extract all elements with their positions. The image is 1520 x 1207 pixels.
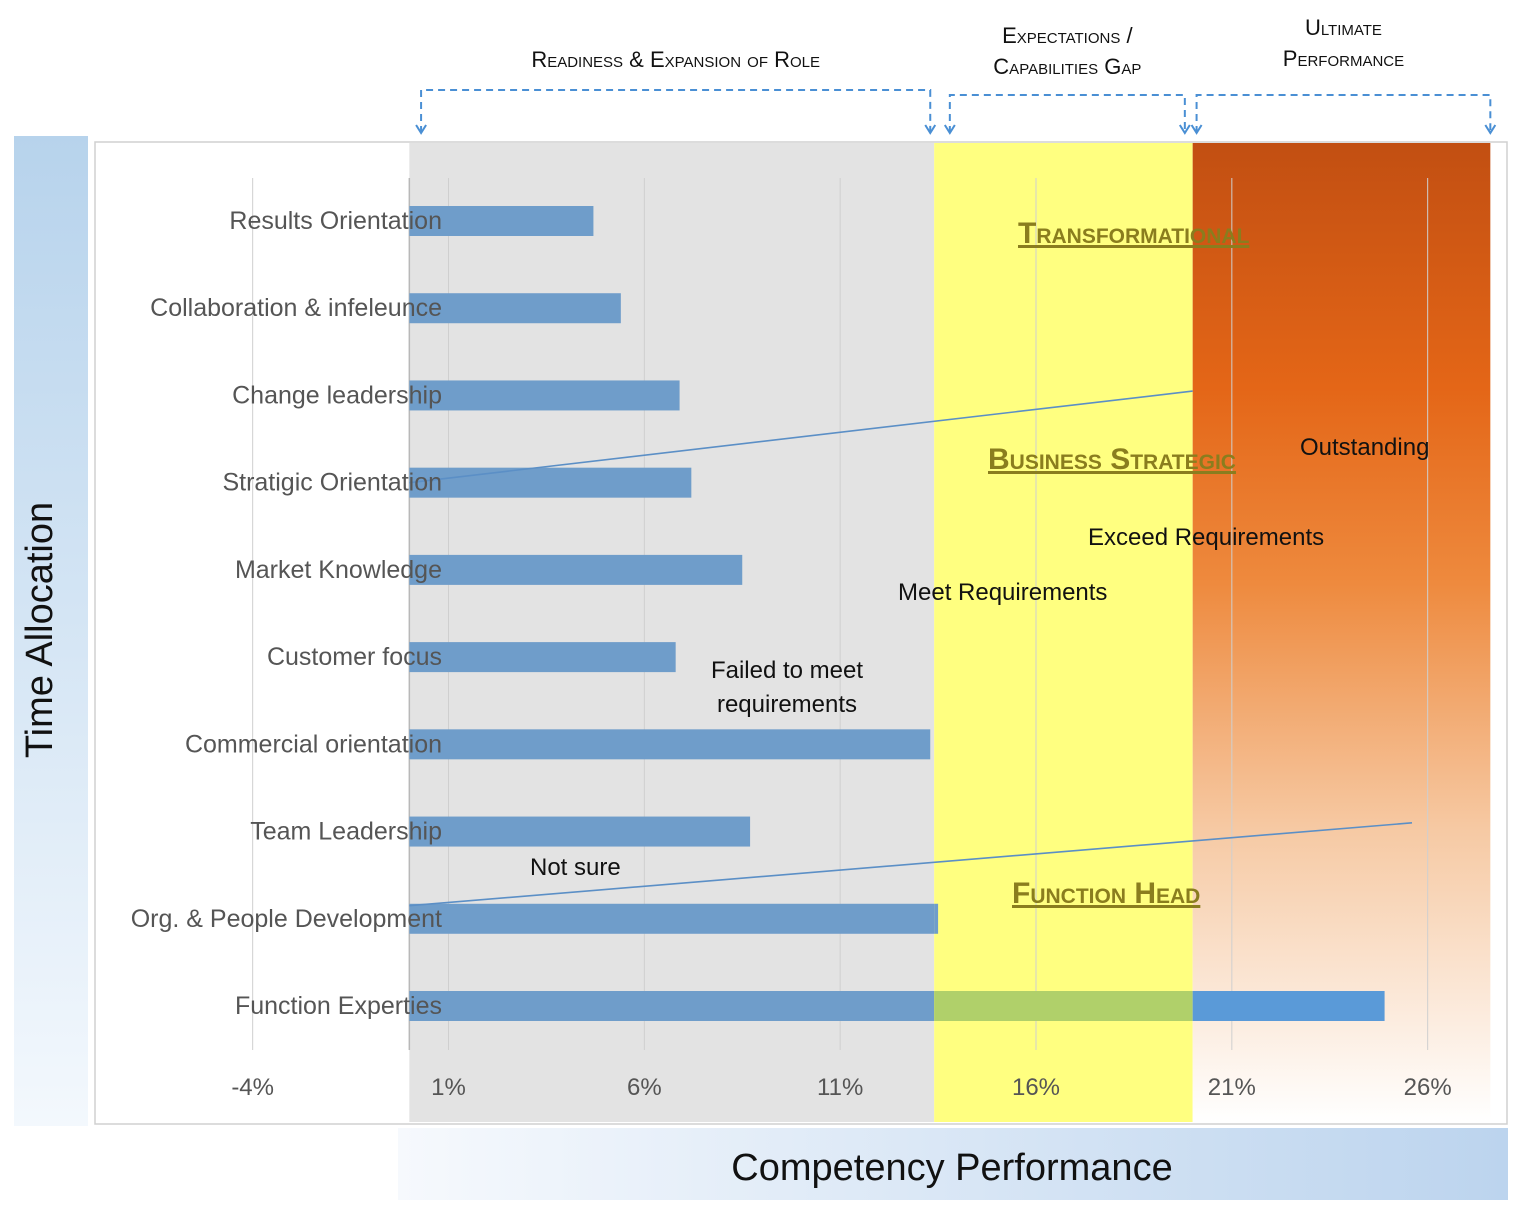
- category-label: Team Leadership: [250, 818, 442, 846]
- bracket: [948, 94, 1186, 133]
- x-tick-label: 1%: [431, 1074, 466, 1101]
- trend-line: [409, 390, 1193, 484]
- bar: [409, 642, 676, 673]
- category-label: Stratigic Orientation: [222, 469, 442, 497]
- bar-segment-ultimate: [1192, 991, 1385, 1021]
- category-label: Commercial orientation: [185, 730, 442, 758]
- x-tick-label: -4%: [231, 1074, 274, 1101]
- x-tick-labels: -4% 1% 6% 11% 16% 21% 26%: [231, 1074, 1451, 1101]
- trend-lines: [409, 390, 1413, 907]
- category-labels: Results Orientation Collaboration & infel…: [131, 207, 442, 1020]
- bracket-arrow: [1190, 124, 1203, 135]
- x-axis-band: [398, 1128, 1508, 1200]
- bracket-arrow: [1484, 124, 1497, 135]
- not-sure-label: Not sure: [530, 854, 621, 881]
- bars: [409, 206, 1385, 1021]
- bar: [409, 554, 743, 585]
- meet-requirements-label: Meet Requirements: [898, 579, 1107, 606]
- category-label: Org. & People Development: [131, 905, 442, 933]
- y-axis-band: [14, 136, 88, 1126]
- zone-gap: [934, 143, 1193, 1122]
- y-axis-title: Time Allocation: [19, 502, 61, 758]
- bar-segment-gap: [934, 991, 1193, 1021]
- bracket-arrow: [415, 124, 427, 135]
- bar: [409, 991, 935, 1021]
- bracket-label: Ultimate: [1305, 15, 1382, 40]
- bracket-arrow: [924, 124, 937, 135]
- x-tick-label: 11%: [817, 1074, 863, 1101]
- bracket-label: Expectations /: [1002, 23, 1133, 48]
- bracket-label: Readiness & Expansion of Role: [531, 47, 820, 72]
- bar: [409, 206, 594, 236]
- business-strategic-label: Business Strategic: [988, 443, 1236, 476]
- x-tick-label: 26%: [1404, 1074, 1452, 1101]
- failed-label-line2: requirements: [717, 691, 857, 718]
- x-axis-title: Competency Performance: [731, 1147, 1172, 1189]
- x-tick-label: 16%: [1012, 1074, 1060, 1101]
- category-label: Collaboration & infeleunce: [150, 294, 442, 322]
- x-tick-label: 6%: [627, 1074, 662, 1101]
- bar: [409, 380, 680, 411]
- bracket-label: Performance: [1283, 46, 1404, 71]
- zone-ultimate: [1192, 143, 1491, 1122]
- bar-segment-gap: [934, 903, 939, 934]
- category-label: Function Experties: [235, 992, 442, 1020]
- bracket-arrow: [943, 124, 956, 135]
- category-label: Change leadership: [232, 381, 442, 409]
- bar: [409, 293, 621, 324]
- x-tick-label: 21%: [1208, 1074, 1256, 1101]
- failed-label-line1: Failed to meet: [711, 657, 863, 684]
- transformational-label: Transformational: [1018, 217, 1250, 250]
- bracket-arrow: [1178, 124, 1191, 135]
- category-label: Market Knowledge: [235, 556, 442, 584]
- bracket: [1195, 94, 1492, 133]
- trend-line: [409, 822, 1413, 907]
- function-head-label: Function Head: [1012, 877, 1200, 910]
- bracket: [420, 89, 932, 133]
- category-label: Results Orientation: [229, 207, 442, 235]
- bar: [409, 729, 931, 760]
- outstanding-label: Outstanding: [1300, 434, 1429, 461]
- performance-zones: [409, 143, 1491, 1122]
- exceed-requirements-label: Exceed Requirements: [1088, 524, 1324, 551]
- bar: [409, 903, 935, 934]
- bar: [409, 467, 692, 498]
- bar: [409, 816, 751, 847]
- range-brackets: Readiness & Expansion of Role Expectation…: [415, 15, 1497, 135]
- category-label: Customer focus: [267, 643, 442, 671]
- zone-readiness: [409, 143, 935, 1122]
- bracket-label: Capabilities Gap: [993, 54, 1141, 79]
